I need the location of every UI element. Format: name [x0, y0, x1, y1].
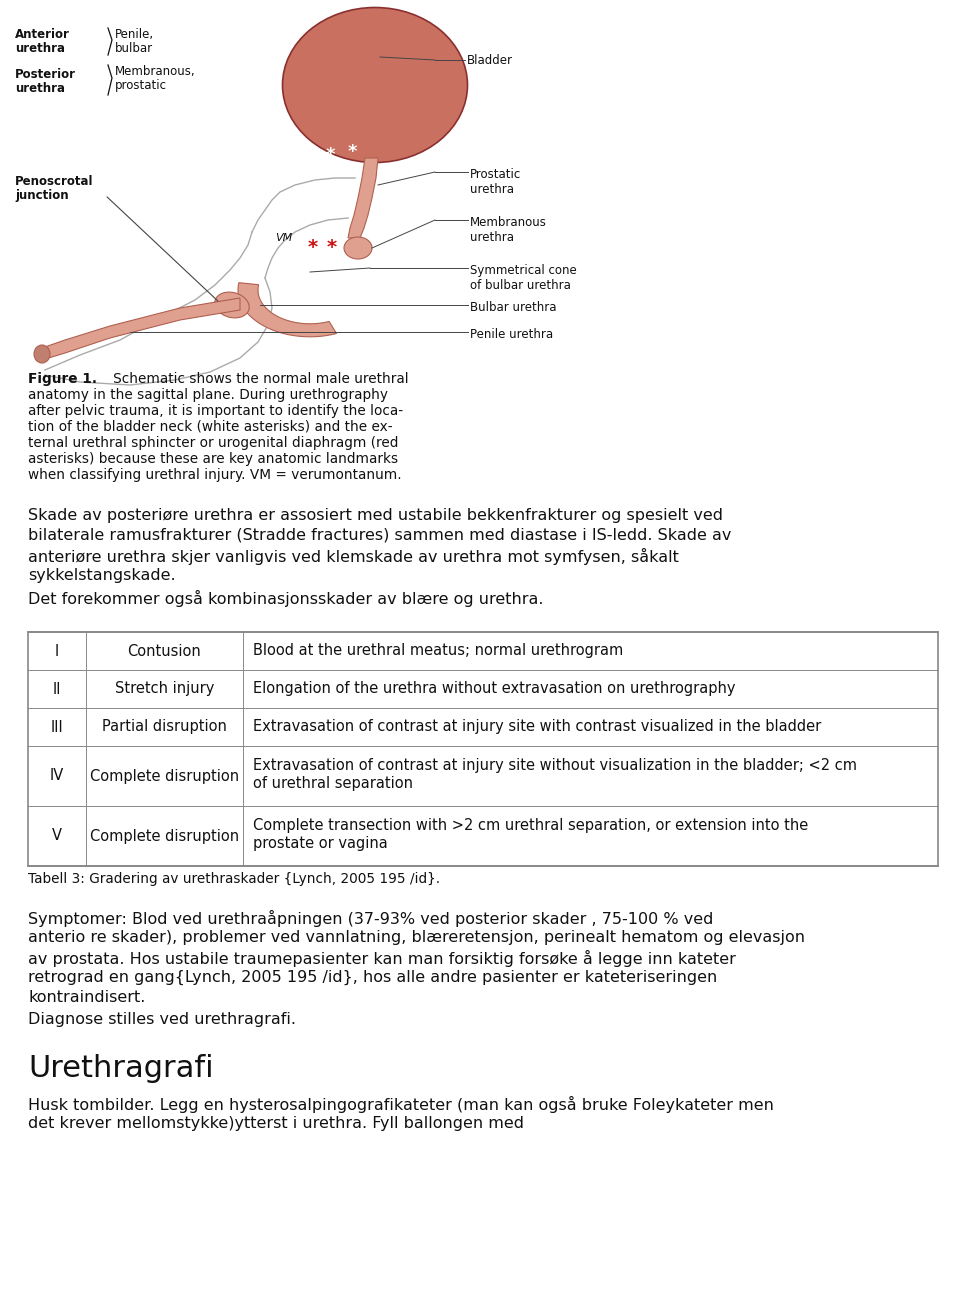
Ellipse shape	[34, 346, 50, 363]
Text: Symmetrical cone
of bulbar urethra: Symmetrical cone of bulbar urethra	[470, 263, 577, 292]
Text: Penile urethra: Penile urethra	[470, 329, 553, 342]
Polygon shape	[42, 299, 240, 360]
Text: when classifying urethral injury. VM = verumontanum.: when classifying urethral injury. VM = v…	[28, 468, 401, 482]
Text: III: III	[51, 720, 63, 734]
Text: after pelvic trauma, it is important to identify the loca-: after pelvic trauma, it is important to …	[28, 404, 403, 419]
Text: Skade av posteriøre urethra er assosiert med ustabile bekkenfrakturer og spesiel: Skade av posteriøre urethra er assosiert…	[28, 509, 723, 523]
Text: Membranous
urethra: Membranous urethra	[470, 216, 547, 244]
Text: prostatic: prostatic	[115, 80, 167, 93]
Text: IV: IV	[50, 768, 64, 784]
Text: retrograd en gang{Lynch, 2005 195 /id}, hos alle andre pasienter er kateteriseri: retrograd en gang{Lynch, 2005 195 /id}, …	[28, 970, 717, 986]
Text: av prostata. Hos ustabile traumepasienter kan man forsiktig forsøke å legge inn : av prostata. Hos ustabile traumepasiente…	[28, 951, 736, 968]
Text: junction: junction	[15, 189, 68, 202]
Text: Membranous,: Membranous,	[115, 65, 196, 78]
Text: Husk tombilder. Legg en hysterosalpingografikateter (man kan også bruke Foleykat: Husk tombilder. Legg en hysterosalpingog…	[28, 1095, 774, 1114]
Text: *: *	[327, 239, 337, 257]
Text: bilaterale ramusfrakturer (Stradde fractures) sammen med diastase i IS-ledd. Ska: bilaterale ramusfrakturer (Stradde fract…	[28, 528, 732, 542]
Text: Extravasation of contrast at injury site with contrast visualized in the bladder: Extravasation of contrast at injury site…	[253, 720, 821, 734]
Text: Elongation of the urethra without extravasation on urethrography: Elongation of the urethra without extrav…	[253, 682, 735, 696]
Text: Diagnose stilles ved urethragrafi.: Diagnose stilles ved urethragrafi.	[28, 1012, 296, 1028]
Ellipse shape	[344, 237, 372, 259]
Text: tion of the bladder neck (white asterisks) and the ex-: tion of the bladder neck (white asterisk…	[28, 420, 393, 434]
Text: Stretch injury: Stretch injury	[115, 682, 214, 696]
Text: Bladder: Bladder	[467, 53, 513, 67]
Text: anteriøre urethra skjer vanligvis ved klemskade av urethra mot symfysen, såkalt: anteriøre urethra skjer vanligvis ved kl…	[28, 548, 679, 565]
Text: VM: VM	[275, 233, 292, 243]
Text: Extravasation of contrast at injury site without visualization in the bladder; <: Extravasation of contrast at injury site…	[253, 758, 857, 773]
Text: prostate or vagina: prostate or vagina	[253, 836, 388, 852]
Ellipse shape	[282, 8, 468, 163]
Text: bulbar: bulbar	[115, 42, 154, 55]
Text: anatomy in the sagittal plane. During urethrography: anatomy in the sagittal plane. During ur…	[28, 389, 388, 402]
Text: urethra: urethra	[15, 42, 65, 55]
Text: Complete transection with >2 cm urethral separation, or extension into the: Complete transection with >2 cm urethral…	[253, 818, 808, 833]
Text: Complete disruption: Complete disruption	[90, 768, 239, 784]
Text: Contusion: Contusion	[128, 643, 202, 659]
Text: Tabell 3: Gradering av urethraskader {Lynch, 2005 195 /id}.: Tabell 3: Gradering av urethraskader {Ly…	[28, 872, 440, 885]
Text: Figure 1.: Figure 1.	[28, 372, 97, 386]
Text: Symptomer: Blod ved urethraåpningen (37-93% ved posterior skader , 75-100 % ved: Symptomer: Blod ved urethraåpningen (37-…	[28, 910, 713, 927]
Text: asterisks) because these are key anatomic landmarks: asterisks) because these are key anatomi…	[28, 452, 398, 466]
Text: V: V	[52, 828, 62, 844]
Text: Schematic shows the normal male urethral: Schematic shows the normal male urethral	[100, 372, 409, 386]
Text: Prostatic
urethra: Prostatic urethra	[470, 168, 521, 196]
Ellipse shape	[215, 292, 250, 318]
Text: Complete disruption: Complete disruption	[90, 828, 239, 844]
Text: ternal urethral sphincter or urogenital diaphragm (red: ternal urethral sphincter or urogenital …	[28, 436, 398, 450]
Text: Posterior: Posterior	[15, 68, 76, 81]
Text: Anterior: Anterior	[15, 27, 70, 40]
Text: Bulbar urethra: Bulbar urethra	[470, 301, 557, 314]
Text: of urethral separation: of urethral separation	[253, 776, 413, 792]
Text: Penoscrotal: Penoscrotal	[15, 175, 93, 188]
Text: Det forekommer også kombinasjonsskader av blære og urethra.: Det forekommer også kombinasjonsskader a…	[28, 589, 543, 608]
Text: Penile,: Penile,	[115, 27, 155, 40]
Text: kontraindisert.: kontraindisert.	[28, 990, 145, 1005]
Text: urethra: urethra	[15, 82, 65, 95]
Polygon shape	[348, 158, 378, 239]
Text: II: II	[53, 682, 61, 696]
Text: Partial disruption: Partial disruption	[102, 720, 227, 734]
Text: Urethragrafi: Urethragrafi	[28, 1054, 214, 1084]
Text: Blood at the urethral meatus; normal urethrogram: Blood at the urethral meatus; normal ure…	[253, 643, 623, 659]
Polygon shape	[238, 283, 337, 336]
Text: det krever mellomstykke)ytterst i urethra. Fyll ballongen med: det krever mellomstykke)ytterst i urethr…	[28, 1116, 524, 1131]
Text: *: *	[308, 239, 318, 257]
Text: *: *	[325, 146, 335, 164]
Bar	[28, 632, 938, 866]
Text: sykkelstangskade.: sykkelstangskade.	[28, 569, 176, 583]
Text: *: *	[348, 143, 357, 160]
Text: I: I	[55, 643, 60, 659]
Text: anterio re skader), problemer ved vannlatning, blæreretensjon, perinealt hematom: anterio re skader), problemer ved vannla…	[28, 930, 805, 945]
